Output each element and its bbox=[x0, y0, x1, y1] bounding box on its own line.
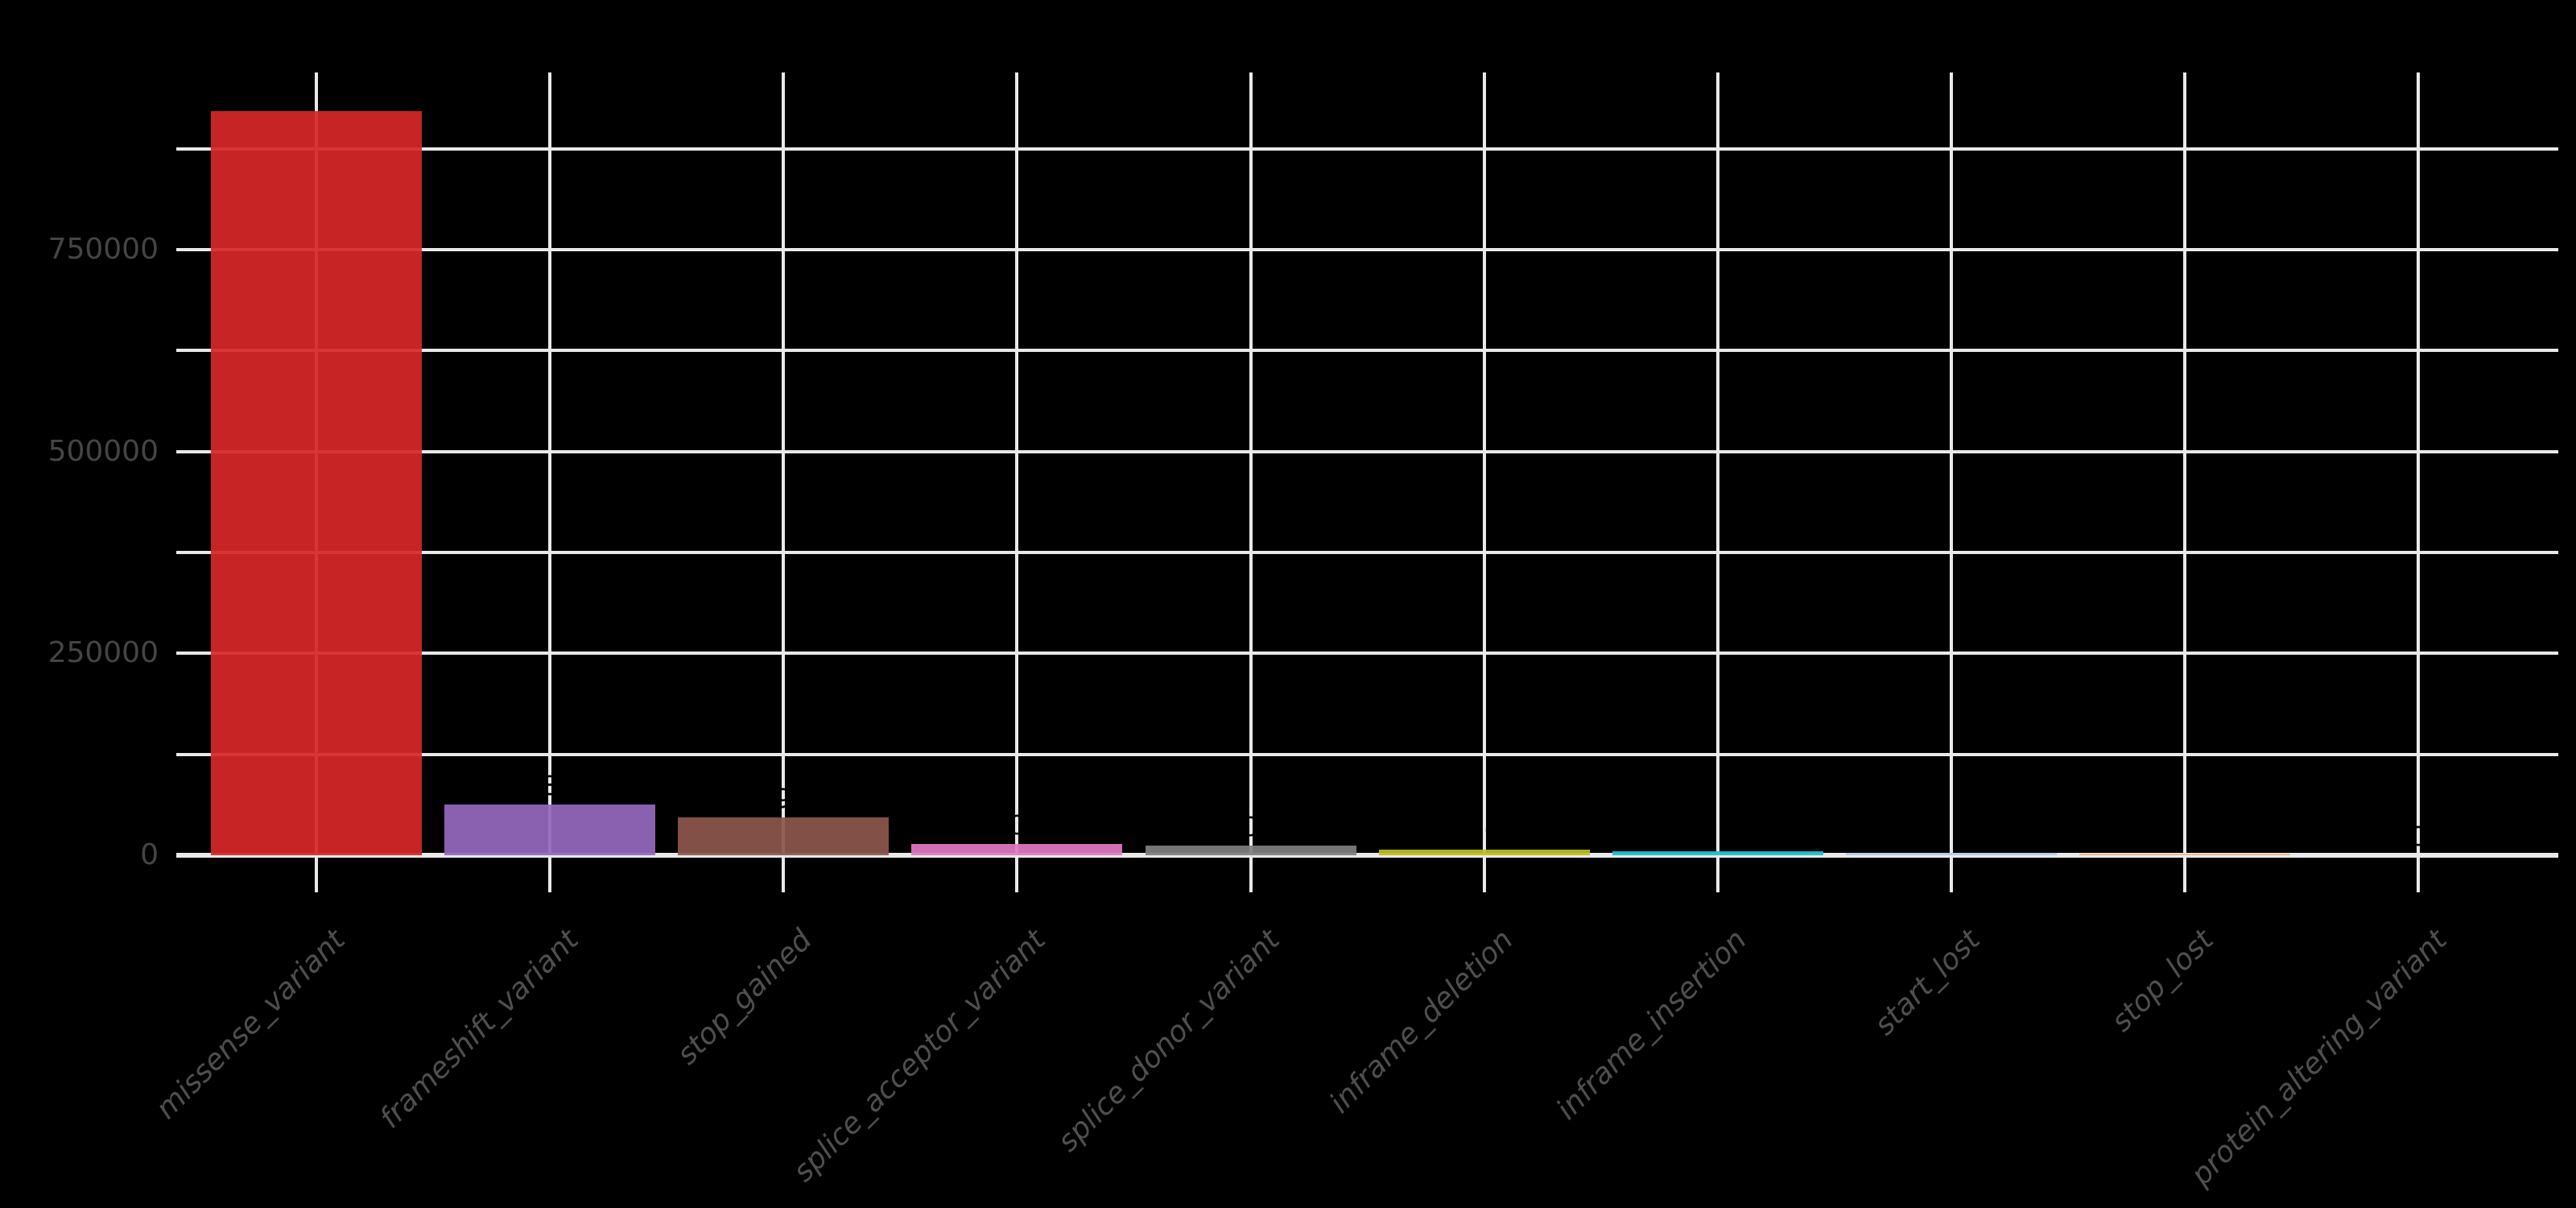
x-gridline bbox=[548, 72, 552, 892]
bar-start_lost bbox=[1845, 853, 2057, 855]
x-gridline bbox=[782, 72, 786, 892]
bar-value-label: 7000 bbox=[1450, 815, 1518, 846]
x-gridline bbox=[1715, 72, 1719, 892]
bar-value-label: 46900 bbox=[741, 783, 826, 814]
bar-inframe_deletion bbox=[1378, 850, 1590, 855]
y-tick-label: 500000 bbox=[47, 434, 159, 468]
bar-value-label: 12000 bbox=[1208, 811, 1293, 842]
y-tick-label: 0 bbox=[140, 838, 159, 871]
y-gridline bbox=[176, 248, 2558, 251]
x-gridline bbox=[1482, 72, 1486, 892]
bar-value-label: 2200 bbox=[2151, 818, 2219, 850]
y-gridline bbox=[176, 349, 2558, 353]
bar-value-label: 4800 bbox=[1683, 817, 1752, 849]
bar-splice_donor_variant bbox=[1145, 846, 1356, 855]
y-tick-label: 750000 bbox=[47, 233, 159, 266]
y-gridline bbox=[176, 551, 2558, 554]
bar-value-label: 62800 bbox=[507, 770, 592, 801]
y-gridline bbox=[176, 147, 2558, 151]
bar-stop_gained bbox=[678, 817, 890, 855]
bar-stop_lost bbox=[2079, 853, 2290, 855]
bar-inframe_insertion bbox=[1612, 851, 1823, 855]
x-gridline bbox=[1015, 72, 1019, 892]
y-gridline bbox=[176, 449, 2558, 453]
bar-missense_variant bbox=[211, 110, 422, 855]
y-tick-label: 250000 bbox=[47, 636, 159, 670]
bar-value-label: 14000 bbox=[974, 809, 1059, 841]
x-gridline bbox=[1949, 72, 1953, 892]
bar-frameshift_variant bbox=[444, 805, 656, 855]
bar-splice_acceptor_variant bbox=[911, 844, 1123, 855]
y-gridline bbox=[176, 752, 2558, 756]
y-gridline bbox=[176, 853, 2558, 858]
x-gridline bbox=[2183, 72, 2186, 892]
bar-value-label: 922000 bbox=[266, 76, 367, 108]
x-gridline bbox=[2417, 72, 2421, 892]
x-gridline bbox=[1249, 72, 1253, 892]
bar-value-label: 400 bbox=[2392, 820, 2444, 852]
y-gridline bbox=[176, 652, 2558, 656]
bar-value-label: 3000 bbox=[1917, 818, 1985, 850]
